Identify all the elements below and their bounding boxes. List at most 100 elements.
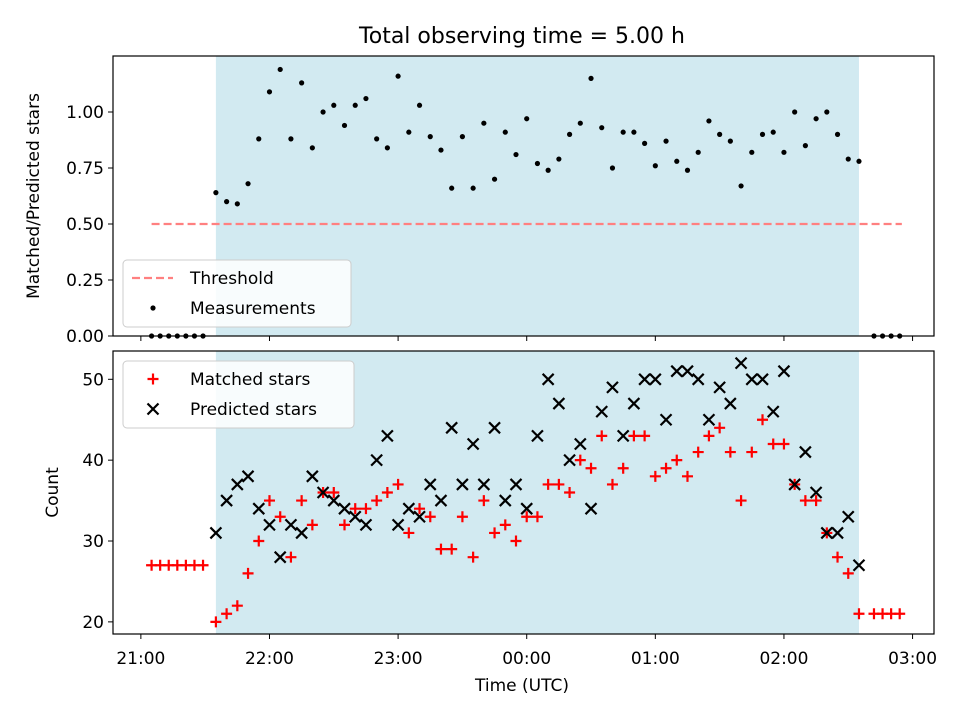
measurement-point bbox=[824, 109, 830, 115]
measurement-point bbox=[277, 66, 283, 73]
measurement-point bbox=[674, 158, 680, 164]
measurement-point bbox=[374, 136, 380, 142]
predicted-stars-point bbox=[423, 478, 437, 491]
predicted-stars-point bbox=[231, 478, 244, 491]
predicted-stars-point bbox=[306, 470, 319, 483]
measurement-point bbox=[438, 147, 444, 153]
predicted-stars-point bbox=[756, 373, 769, 386]
x-tick-label: 22:00 bbox=[245, 649, 294, 669]
predicted-stars-point bbox=[284, 518, 298, 532]
legend: Matched stars Predicted stars bbox=[122, 360, 355, 429]
measurement-point bbox=[416, 102, 423, 108]
predicted-stars-point bbox=[445, 421, 458, 435]
matched-stars-point bbox=[371, 495, 383, 507]
predicted-stars-point bbox=[316, 486, 330, 499]
predicted-stars-point bbox=[381, 429, 394, 443]
predicted-stars-point bbox=[831, 526, 844, 540]
matched-stars-point bbox=[542, 478, 554, 490]
matched-stars-point bbox=[894, 608, 906, 620]
measurement-point bbox=[256, 136, 262, 142]
matched-stars-point bbox=[403, 527, 415, 539]
legend-box bbox=[122, 360, 355, 429]
y-tick-label: 50 bbox=[82, 370, 104, 390]
predicted-stars-point bbox=[670, 364, 684, 378]
predicted-stars-point bbox=[338, 502, 351, 515]
predicted-stars-point bbox=[563, 453, 576, 467]
matched-stars-point bbox=[221, 608, 233, 620]
predicted-stars-point bbox=[348, 510, 362, 524]
predicted-stars-point bbox=[659, 413, 673, 427]
legend-matched-swatch bbox=[147, 373, 159, 385]
measurement-point bbox=[770, 129, 776, 135]
predicted-stars-point bbox=[391, 518, 405, 532]
y-tick-label: 0.75 bbox=[66, 159, 104, 179]
measurement-point bbox=[384, 145, 390, 151]
predicted-stars-point bbox=[852, 558, 866, 572]
predicted-stars-point bbox=[241, 470, 255, 483]
predicted-stars-point bbox=[327, 494, 341, 507]
matched-stars-point bbox=[639, 430, 651, 442]
matched-stars-point bbox=[360, 503, 372, 515]
matched-stars-point bbox=[649, 470, 661, 482]
matched-stars-point bbox=[596, 430, 608, 442]
measurement-point bbox=[642, 140, 648, 146]
predicted-stars-point bbox=[574, 437, 587, 451]
matched-stars-point bbox=[531, 511, 543, 523]
matched-stars-point bbox=[606, 478, 618, 490]
predicted-stars-point bbox=[788, 478, 801, 491]
measurement-point bbox=[266, 89, 273, 95]
measurement-point bbox=[620, 129, 626, 135]
measurement-point bbox=[792, 109, 798, 115]
predicted-stars-point bbox=[777, 364, 791, 378]
plot-frame bbox=[112, 350, 935, 635]
matched-stars-point bbox=[564, 487, 576, 498]
measurement-point bbox=[309, 145, 315, 151]
measurement-point bbox=[652, 163, 658, 169]
predicted-stars-point bbox=[477, 478, 491, 491]
matched-stars-point bbox=[478, 495, 490, 507]
measurement-point bbox=[513, 151, 519, 158]
matched-stars-point bbox=[392, 478, 404, 490]
measurement-point bbox=[599, 125, 605, 131]
matched-stars-point bbox=[263, 495, 275, 507]
legend: Threshold Measurements bbox=[122, 259, 352, 328]
predicted-stars-point bbox=[531, 429, 544, 443]
x-tick-label: 01:00 bbox=[631, 649, 680, 669]
y-tick-label: 40 bbox=[82, 451, 104, 471]
measurement-point bbox=[802, 143, 808, 149]
measurement-point bbox=[566, 131, 573, 137]
measurement-point bbox=[631, 129, 637, 135]
matched-stars-point bbox=[778, 438, 790, 450]
predicted-stars-point bbox=[252, 502, 266, 515]
legend-predicted-swatch bbox=[146, 402, 160, 416]
predicted-stars-point bbox=[627, 397, 641, 410]
predicted-stars-point bbox=[745, 373, 759, 386]
matched-stars-point bbox=[724, 446, 736, 458]
legend-label: Predicted stars bbox=[190, 400, 317, 420]
measurement-point bbox=[813, 116, 819, 122]
matched-stars-point bbox=[767, 438, 779, 450]
count-panel: 20 30 40 50 21:00 22:00 23:00 00:00 01:00 02:00 03… bbox=[43, 350, 937, 669]
x-tick-label: 00:00 bbox=[502, 649, 551, 669]
measurement-point bbox=[759, 131, 766, 137]
matched-stars-point bbox=[746, 446, 758, 458]
predicted-stars-point bbox=[434, 494, 448, 507]
matched-stars-point bbox=[435, 543, 447, 555]
matched-stars-point bbox=[306, 519, 318, 531]
predicted-stars-point bbox=[799, 445, 812, 459]
predicted-stars-point bbox=[273, 550, 287, 564]
measurement-point bbox=[491, 176, 498, 182]
predicted-stars-point bbox=[499, 494, 512, 507]
predicted-stars-point bbox=[734, 356, 748, 370]
predicted-stars-point bbox=[541, 373, 555, 386]
measurement-point bbox=[524, 116, 530, 122]
plot-frame bbox=[112, 55, 935, 337]
matched-stars-point bbox=[253, 535, 265, 547]
matched-stars-point bbox=[585, 462, 597, 474]
measurement-point bbox=[213, 190, 219, 196]
matched-stars-point bbox=[714, 422, 726, 434]
matched-stars-point bbox=[499, 519, 511, 531]
matched-stars-point bbox=[242, 567, 254, 579]
matched-stars-point bbox=[628, 430, 640, 442]
matched-stars-point bbox=[853, 608, 865, 620]
